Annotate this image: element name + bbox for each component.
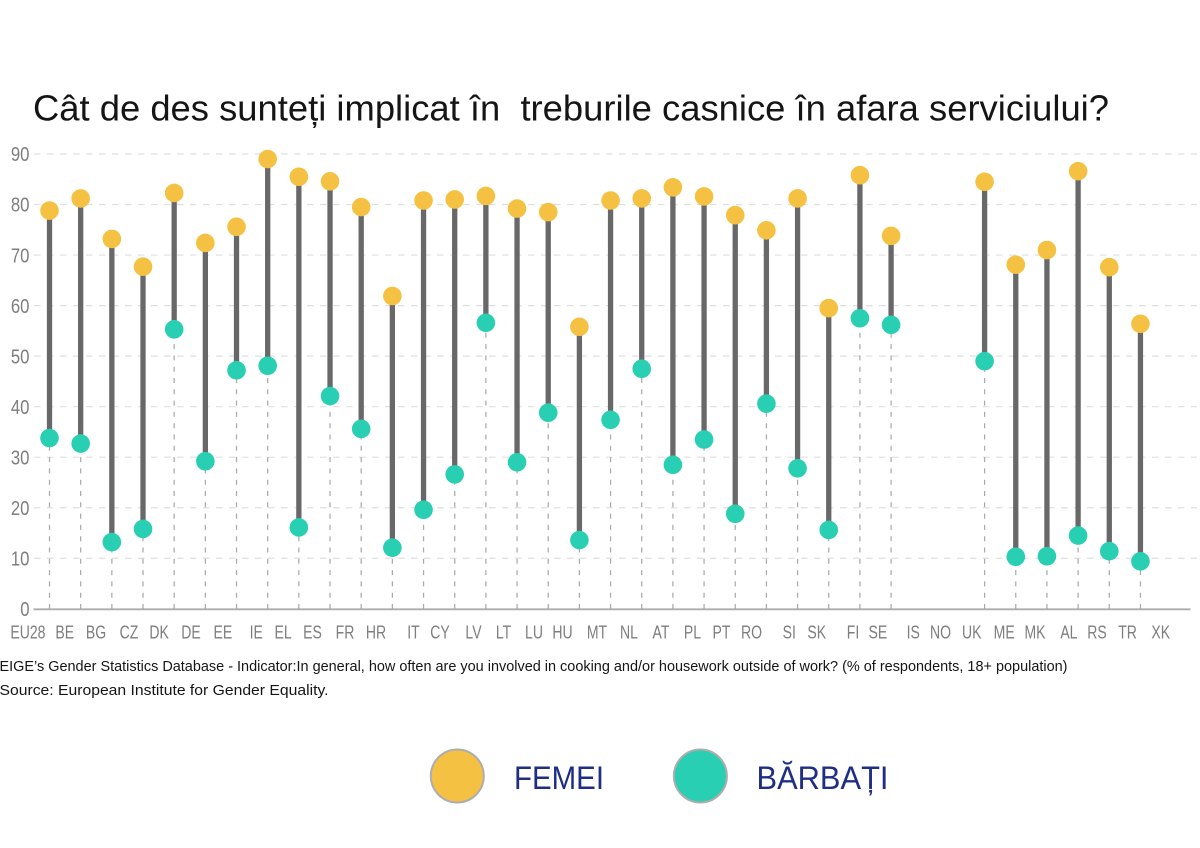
svg-text:90: 90 bbox=[11, 143, 30, 166]
svg-text:70: 70 bbox=[11, 244, 30, 267]
svg-text:CY: CY bbox=[430, 623, 450, 643]
svg-text:EU28: EU28 bbox=[10, 623, 45, 643]
svg-text:RO: RO bbox=[741, 623, 762, 643]
svg-text:EL: EL bbox=[275, 623, 292, 643]
svg-text:0: 0 bbox=[20, 598, 29, 621]
svg-text:ME: ME bbox=[994, 623, 1015, 643]
svg-text:SI: SI bbox=[783, 623, 796, 643]
svg-text:SE: SE bbox=[869, 623, 888, 643]
svg-text:RS: RS bbox=[1087, 623, 1107, 643]
svg-text:50: 50 bbox=[11, 345, 30, 368]
svg-text:Source: European Institute for: Source: European Institute for Gender Eq… bbox=[0, 682, 329, 699]
svg-text:30: 30 bbox=[11, 446, 30, 469]
svg-text:DK: DK bbox=[149, 623, 169, 643]
svg-text:XK: XK bbox=[1151, 623, 1170, 643]
svg-text:FEMEI: FEMEI bbox=[514, 760, 604, 796]
svg-text:UK: UK bbox=[962, 623, 982, 643]
svg-text:IS: IS bbox=[907, 623, 920, 643]
svg-text:NO: NO bbox=[930, 623, 951, 643]
svg-text:BE: BE bbox=[55, 623, 74, 643]
svg-text:CZ: CZ bbox=[120, 623, 139, 643]
svg-text:HR: HR bbox=[366, 623, 386, 643]
svg-text:LV: LV bbox=[465, 623, 481, 643]
svg-text:HU: HU bbox=[552, 623, 572, 643]
svg-text:DE: DE bbox=[181, 623, 201, 643]
svg-text:IT: IT bbox=[407, 623, 419, 643]
svg-text:LU: LU bbox=[525, 623, 543, 643]
svg-text:SK: SK bbox=[807, 623, 826, 643]
svg-text:AL: AL bbox=[1060, 623, 1077, 643]
svg-text:PL: PL bbox=[684, 623, 701, 643]
svg-text:AT: AT bbox=[653, 623, 670, 643]
svg-text:20: 20 bbox=[11, 497, 30, 520]
svg-text:FI: FI bbox=[847, 623, 859, 643]
svg-text:FR: FR bbox=[336, 623, 355, 643]
svg-text:PT: PT bbox=[713, 623, 731, 643]
svg-text:EIGE’s Gender Statistics Datab: EIGE’s Gender Statistics Database - Indi… bbox=[0, 658, 1068, 675]
svg-text:TR: TR bbox=[1118, 623, 1137, 643]
svg-text:80: 80 bbox=[11, 194, 30, 217]
svg-text:EE: EE bbox=[214, 623, 233, 643]
svg-text:NL: NL bbox=[620, 623, 638, 643]
svg-text:IE: IE bbox=[250, 623, 263, 643]
svg-text:MK: MK bbox=[1024, 623, 1045, 643]
svg-text:10: 10 bbox=[11, 547, 30, 570]
svg-text:MT: MT bbox=[587, 623, 607, 643]
svg-text:40: 40 bbox=[11, 396, 30, 419]
svg-text:Cât de des sunteți implicat în: Cât de des sunteți implicat în treburile… bbox=[33, 87, 1109, 128]
svg-text:BĂRBAȚI: BĂRBAȚI bbox=[757, 760, 889, 796]
svg-text:ES: ES bbox=[303, 623, 322, 643]
svg-text:BG: BG bbox=[86, 623, 106, 643]
svg-text:60: 60 bbox=[11, 295, 30, 318]
svg-text:LT: LT bbox=[496, 623, 511, 643]
